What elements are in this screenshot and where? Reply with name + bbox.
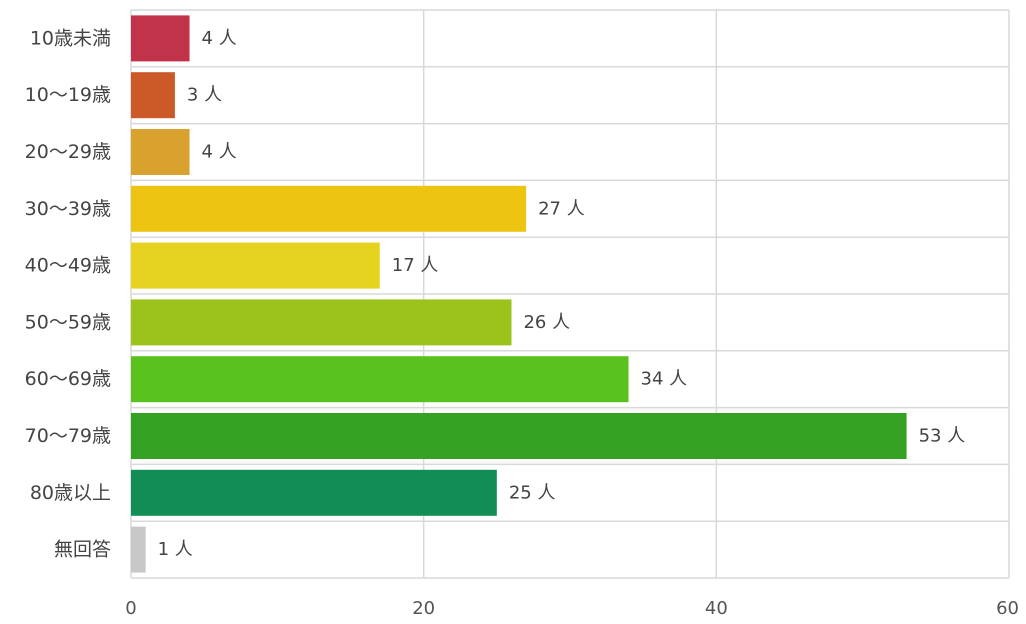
value-label: 4 人 [202, 28, 237, 49]
category-label: 40〜49歳 [25, 255, 111, 277]
category-label: 20〜29歳 [25, 141, 111, 163]
category-labels: 10歳未満 10〜19歳 20〜29歳 30〜39歳 40〜49歳 50〜59歳 60〜69… [25, 27, 111, 560]
category-label: 無回答 [54, 539, 111, 561]
bar [131, 242, 380, 289]
category-label: 30〜39歳 [25, 198, 111, 220]
value-label: 26 人 [523, 312, 570, 333]
x-tick-label: 20 [412, 598, 435, 619]
category-label: 60〜69歳 [25, 368, 111, 390]
category-label: 10歳未満 [30, 27, 111, 49]
category-label: 10〜19歳 [25, 84, 111, 106]
bar [131, 299, 512, 346]
bar [131, 526, 146, 573]
bar [131, 72, 175, 119]
bar [131, 469, 497, 516]
value-label: 1 人 [158, 539, 193, 560]
bar [131, 413, 907, 459]
x-axis-ticks: 0 20 40 60 [125, 598, 1019, 619]
bars [131, 15, 907, 573]
gridlines [130, 9, 1010, 579]
value-label: 25 人 [509, 482, 556, 503]
value-label: 3 人 [187, 85, 222, 106]
value-label: 17 人 [392, 255, 439, 276]
value-label: 27 人 [538, 198, 585, 219]
x-tick-label: 60 [996, 598, 1019, 619]
bar [131, 15, 190, 62]
value-label: 4 人 [202, 142, 237, 163]
value-label: 53 人 [919, 426, 966, 447]
x-tick-label: 0 [125, 598, 136, 619]
category-label: 50〜59歳 [25, 311, 111, 333]
category-label: 80歳以上 [30, 482, 111, 504]
x-tick-label: 40 [705, 598, 728, 619]
category-label: 70〜79歳 [25, 425, 111, 447]
bar [131, 129, 190, 175]
bar [131, 356, 629, 403]
value-labels: 4 人 3 人 4 人 27 人 17 人 26 人 34 人 53 人 25 人 1 人 [158, 28, 966, 560]
bar [131, 185, 527, 232]
value-label: 34 人 [641, 369, 688, 390]
